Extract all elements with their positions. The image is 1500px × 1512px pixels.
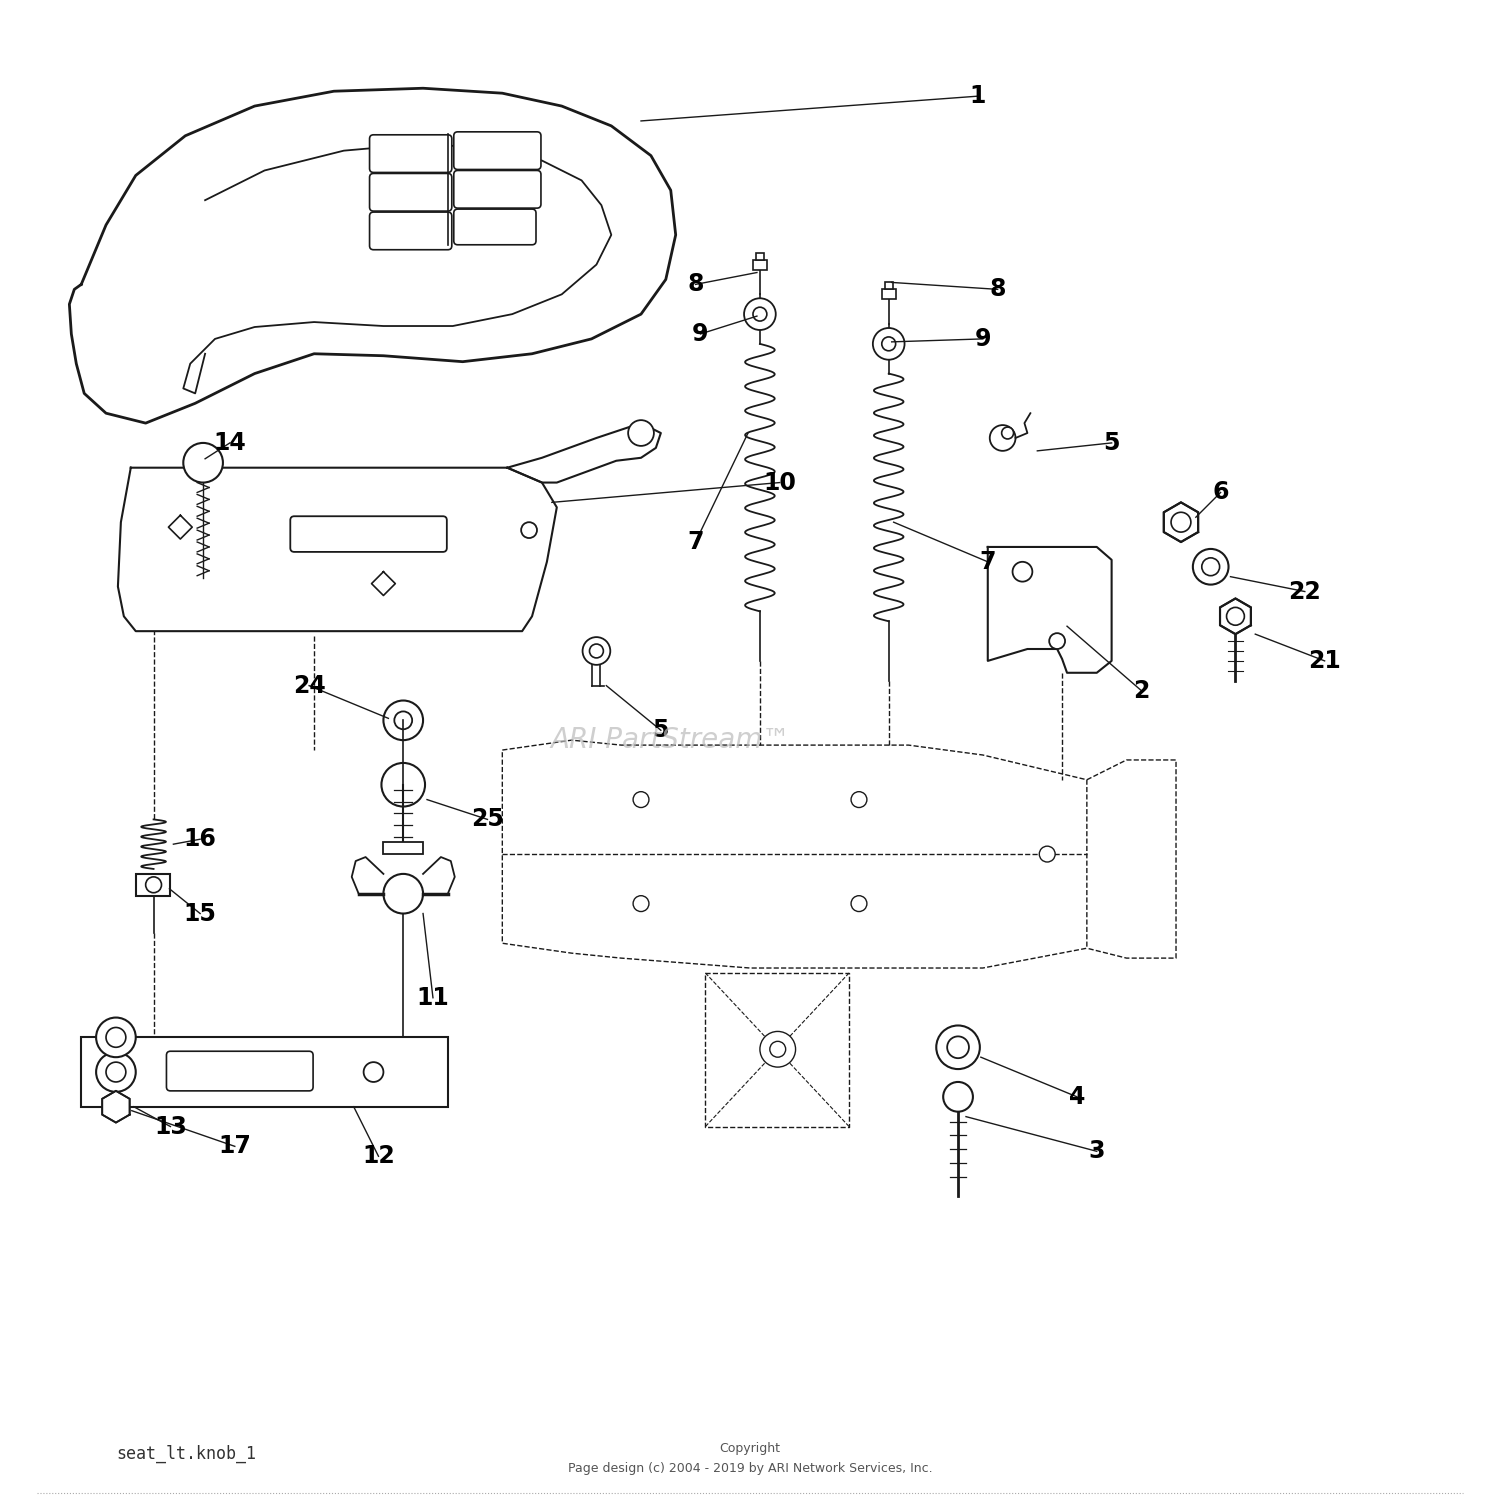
- Circle shape: [1172, 513, 1191, 532]
- Text: 24: 24: [292, 674, 326, 697]
- Text: seat_lt.knob_1: seat_lt.knob_1: [116, 1444, 256, 1462]
- Circle shape: [850, 895, 867, 912]
- Text: 12: 12: [362, 1145, 394, 1169]
- Circle shape: [633, 792, 650, 807]
- Polygon shape: [988, 547, 1112, 673]
- Text: 22: 22: [1288, 579, 1322, 603]
- Circle shape: [760, 1031, 795, 1067]
- Circle shape: [381, 764, 424, 806]
- Circle shape: [1002, 426, 1014, 438]
- Text: 16: 16: [183, 827, 216, 851]
- FancyBboxPatch shape: [369, 212, 452, 249]
- FancyBboxPatch shape: [454, 132, 542, 169]
- Circle shape: [1013, 562, 1032, 582]
- Text: 5: 5: [1104, 431, 1120, 455]
- Text: 13: 13: [154, 1114, 188, 1139]
- Circle shape: [1048, 634, 1065, 649]
- Polygon shape: [1220, 599, 1251, 634]
- Text: 6: 6: [1212, 481, 1228, 505]
- Circle shape: [363, 1061, 384, 1083]
- Text: 17: 17: [219, 1134, 252, 1158]
- Circle shape: [1227, 608, 1245, 626]
- Bar: [885, 283, 892, 289]
- Text: 14: 14: [213, 431, 246, 455]
- Text: 4: 4: [1070, 1084, 1084, 1108]
- Circle shape: [96, 1052, 135, 1092]
- FancyBboxPatch shape: [369, 135, 452, 172]
- Text: 7: 7: [687, 531, 703, 553]
- Bar: [81, 1037, 448, 1107]
- Circle shape: [850, 792, 867, 807]
- Text: 7: 7: [980, 550, 996, 575]
- Circle shape: [873, 328, 904, 360]
- Circle shape: [384, 874, 423, 913]
- Text: 21: 21: [1308, 649, 1341, 673]
- Text: 25: 25: [471, 807, 504, 832]
- Text: Page design (c) 2004 - 2019 by ARI Network Services, Inc.: Page design (c) 2004 - 2019 by ARI Netwo…: [567, 1462, 933, 1474]
- Circle shape: [384, 700, 423, 741]
- Circle shape: [753, 307, 766, 321]
- Circle shape: [628, 420, 654, 446]
- Circle shape: [96, 1018, 135, 1057]
- Circle shape: [394, 712, 412, 729]
- Circle shape: [1040, 847, 1054, 862]
- FancyBboxPatch shape: [166, 1051, 314, 1090]
- Text: 1: 1: [969, 85, 986, 109]
- FancyBboxPatch shape: [369, 174, 452, 212]
- Circle shape: [770, 1042, 786, 1057]
- Polygon shape: [102, 1090, 129, 1122]
- Text: 3: 3: [1089, 1140, 1106, 1163]
- Text: 9: 9: [692, 322, 708, 346]
- Circle shape: [106, 1028, 126, 1048]
- Text: 11: 11: [417, 986, 450, 1010]
- Text: 9: 9: [975, 327, 992, 351]
- Circle shape: [936, 1025, 980, 1069]
- Polygon shape: [118, 467, 556, 631]
- FancyBboxPatch shape: [291, 516, 447, 552]
- Circle shape: [1192, 549, 1228, 585]
- Circle shape: [946, 1036, 969, 1058]
- Text: 8: 8: [687, 272, 703, 296]
- Circle shape: [882, 337, 896, 351]
- Text: ARI PartStream™: ARI PartStream™: [550, 726, 790, 754]
- Circle shape: [1202, 558, 1219, 576]
- Polygon shape: [69, 88, 675, 423]
- Circle shape: [590, 644, 603, 658]
- Text: Copyright: Copyright: [720, 1442, 780, 1455]
- Text: 8: 8: [990, 277, 1006, 301]
- Text: 15: 15: [183, 901, 216, 925]
- Text: 2: 2: [1132, 679, 1149, 703]
- Circle shape: [744, 298, 776, 330]
- Circle shape: [146, 877, 162, 892]
- FancyBboxPatch shape: [454, 171, 542, 209]
- Bar: [384, 842, 423, 854]
- Circle shape: [106, 1061, 126, 1083]
- Bar: [753, 260, 766, 269]
- Text: 5: 5: [652, 718, 669, 742]
- Circle shape: [633, 895, 650, 912]
- Bar: [882, 289, 896, 299]
- Circle shape: [944, 1083, 974, 1111]
- Bar: [756, 253, 764, 260]
- Circle shape: [582, 637, 610, 665]
- Bar: [135, 874, 171, 895]
- Polygon shape: [507, 423, 662, 482]
- Text: 10: 10: [764, 470, 796, 494]
- Circle shape: [990, 425, 1016, 451]
- Circle shape: [183, 443, 224, 482]
- FancyBboxPatch shape: [454, 209, 536, 245]
- Circle shape: [520, 522, 537, 538]
- Polygon shape: [1164, 502, 1198, 541]
